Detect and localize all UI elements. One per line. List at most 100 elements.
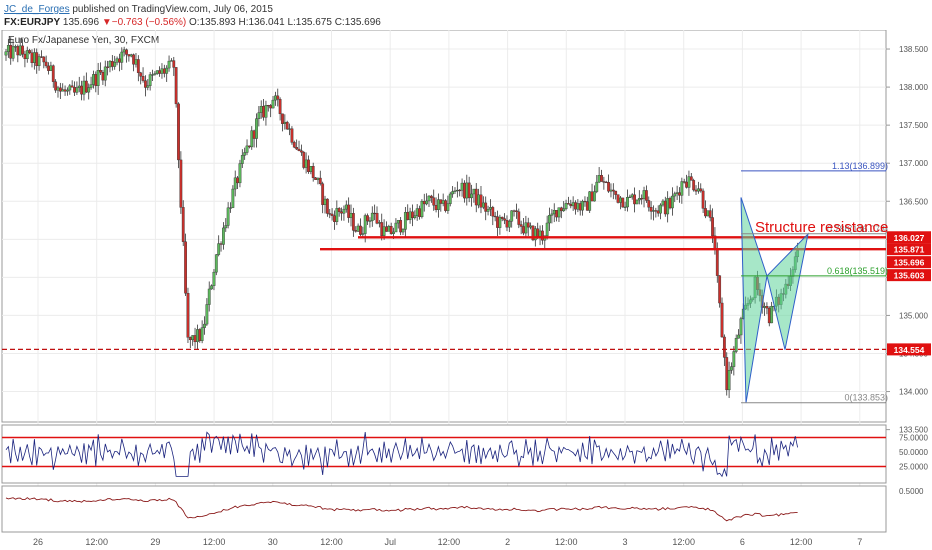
fib-label: 1.13(136.899) [832,161,888,171]
candle-body [694,189,698,192]
candle-body [288,128,291,130]
candle-body [198,329,202,341]
candle-body [659,204,662,214]
candle-body [224,225,228,229]
candle-body [564,203,568,210]
candle-body [685,181,688,188]
fib-label: 0.618(135.519) [827,266,888,276]
candle-body [550,213,554,216]
candle-body [727,370,731,391]
candle-body [392,231,395,234]
level-badge [887,243,931,256]
candle-body [25,50,29,60]
candle-body [28,50,32,54]
main-pane [1,30,887,423]
x-tick-label: 12:00 [438,537,461,547]
candle-body [609,189,613,192]
level-labels: 136.027 135.871 135.696 135.603 134.554 [887,231,931,356]
author-link[interactable]: JC_de_Forges [4,4,70,15]
candle-body [451,191,455,195]
price-chart[interactable]: Euro Fx/Japanese Yen, 30, FXCM 138.500 13… [0,30,932,550]
level-badge [887,343,931,356]
candle-body [347,204,351,218]
candle-body [652,210,655,212]
candle-body [231,188,235,208]
candle-body [354,230,358,232]
candle-body [16,46,20,56]
candle-body [453,190,457,192]
x-tick-label: 12:00 [320,537,343,547]
candle-body [415,208,419,217]
candle-body [699,188,703,192]
candle-body [103,66,107,81]
candle-body [266,105,270,107]
candle-body [666,198,670,215]
candle-body [678,192,681,196]
candle-body [465,182,469,199]
oscillator-indicator: 0.5000 [5,487,924,522]
candle-body [77,85,81,88]
candle-body [413,215,417,219]
candle-body [75,87,79,93]
candle-body [597,175,601,183]
candle-body [526,222,530,228]
candle-body [581,200,584,211]
pattern-bcd[interactable] [766,232,809,350]
candle-body [153,73,157,75]
candle-body [115,58,119,63]
candle-body [299,150,303,153]
candle-body [505,220,509,228]
candle-body [377,222,381,224]
candle-body [370,212,374,221]
candle-body [515,210,518,212]
candle-body [70,85,74,88]
fib-label: 0(133.853) [844,393,888,403]
candle-body [704,208,707,217]
candle-body [37,56,41,67]
pattern-xab[interactable] [740,197,768,403]
candle-body [611,189,615,192]
time-axis[interactable]: 26 12:00 29 12:00 30 12:00 Jul 12:00 2 12:00 3 12:0… [33,537,862,547]
candle-body [654,210,658,212]
candle-body [264,105,268,118]
candle-body [295,147,299,150]
candle-body [61,89,65,92]
y-tick-label: 135.000 [899,311,928,320]
candle-body [122,49,126,53]
x-tick-label: Jul [384,537,396,547]
candle-body [545,222,549,236]
candle-body [571,202,575,207]
candle-body [474,188,478,206]
candle-body [323,198,327,205]
candle-body [84,80,88,93]
candle-body [472,188,476,195]
candle-body [491,207,495,217]
candle-body [51,65,55,82]
candle-body [380,222,384,236]
candle-body [144,80,147,88]
candle-body [767,307,771,324]
candle-body [567,203,570,205]
candle-body [441,200,445,204]
candle-body [361,233,365,235]
candle-body [113,61,117,67]
candle-body [562,208,566,212]
candle-body [14,46,17,48]
fib-levels: 1.13(136.899) 0.786(136.073) 0.618(135.519… [741,161,888,404]
candle-body [49,65,53,71]
candle-body [6,45,10,52]
candle-body [110,61,114,67]
candle-body [368,220,372,222]
candle-body [243,152,247,156]
candle-body [174,67,178,105]
candle-body [42,56,46,63]
candle-body [770,305,774,324]
candle-body [30,52,34,63]
candle-body [593,191,596,202]
candle-body [44,61,48,67]
symbol-name[interactable]: FX:EURJPY [4,17,61,28]
structure-resistance-annotation: Structure resistance [755,219,888,236]
candle-body [4,51,8,56]
x-tick-label: 6 [740,537,745,547]
candle-body [588,191,592,211]
